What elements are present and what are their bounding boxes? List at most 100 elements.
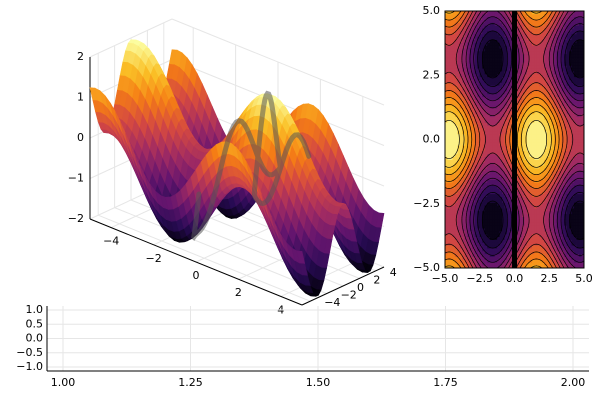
contour-cell bbox=[482, 230, 486, 235]
contour-cell bbox=[494, 128, 498, 132]
contour-cell bbox=[472, 70, 476, 75]
contour-cell bbox=[454, 70, 458, 75]
contour-cell bbox=[539, 142, 543, 146]
contour-cell bbox=[539, 88, 543, 92]
contour-cell bbox=[462, 42, 466, 46]
contour-cell bbox=[459, 128, 463, 132]
contour-cell bbox=[454, 16, 458, 20]
contour-cell bbox=[487, 136, 491, 140]
contour-cell bbox=[449, 130, 453, 135]
contour-cell bbox=[474, 25, 478, 29]
contour-cell bbox=[464, 153, 468, 158]
contour-cell bbox=[489, 62, 493, 66]
contour-cell bbox=[462, 73, 466, 78]
contour-cell bbox=[479, 156, 483, 160]
contour-cell bbox=[487, 33, 491, 38]
contour-cell bbox=[497, 22, 501, 26]
contour-cell bbox=[457, 59, 461, 63]
contour-cell bbox=[454, 210, 458, 215]
contour-cell bbox=[452, 145, 456, 149]
contour-cell bbox=[467, 222, 471, 226]
contour-cell bbox=[521, 142, 525, 146]
contour-cell bbox=[489, 39, 493, 43]
contour-cell bbox=[464, 108, 468, 112]
contour-cell bbox=[524, 168, 528, 172]
contour-cell bbox=[449, 230, 453, 235]
contour-cell bbox=[502, 30, 505, 35]
contour-cell bbox=[452, 179, 456, 183]
contour-cell bbox=[497, 230, 501, 235]
contour-cell bbox=[536, 128, 540, 132]
contour-cell bbox=[445, 222, 448, 226]
contour-cell bbox=[516, 90, 520, 95]
contour-cell bbox=[504, 11, 508, 15]
contour-cell bbox=[472, 196, 476, 200]
contour-cell bbox=[509, 196, 513, 200]
contour-cell bbox=[544, 122, 548, 126]
contour-cell bbox=[539, 228, 543, 232]
contour-cell bbox=[454, 245, 458, 249]
contour-cell bbox=[449, 76, 453, 80]
contour-cell bbox=[487, 59, 491, 63]
contour-cell bbox=[447, 156, 451, 160]
contour-cell bbox=[497, 170, 501, 175]
contour-cell bbox=[492, 105, 496, 109]
contour-cell bbox=[479, 230, 483, 235]
contour-cell bbox=[534, 62, 538, 66]
contour-cell bbox=[516, 85, 520, 89]
contour-cell bbox=[445, 19, 448, 23]
contour-cell bbox=[464, 73, 468, 78]
contour-cell bbox=[447, 11, 451, 15]
contour-cell bbox=[445, 30, 448, 35]
contour-cell bbox=[492, 108, 496, 112]
contour-cell bbox=[445, 79, 448, 83]
contour-cell bbox=[509, 96, 513, 100]
contour-cell bbox=[452, 250, 456, 255]
contour-cell bbox=[459, 173, 463, 178]
contour-cell bbox=[445, 213, 448, 217]
contour-cell bbox=[504, 30, 508, 35]
contour-cell bbox=[482, 145, 486, 149]
contour-cell bbox=[521, 36, 525, 40]
contour-cell bbox=[459, 76, 463, 80]
contour-cell bbox=[504, 265, 508, 268]
contour-cell bbox=[502, 248, 505, 252]
contour-cell bbox=[539, 150, 543, 155]
contour-cell bbox=[479, 110, 483, 115]
contour-cell bbox=[445, 128, 448, 132]
contour-cell bbox=[497, 59, 501, 63]
contour-cell bbox=[507, 250, 510, 255]
contour-cell bbox=[531, 116, 535, 120]
contour-cell bbox=[479, 196, 483, 200]
contour-cell bbox=[449, 176, 453, 180]
surface-axes bbox=[89, 57, 385, 306]
contour-cell bbox=[534, 196, 538, 200]
contour-cell bbox=[469, 122, 473, 126]
contour-cell bbox=[445, 108, 448, 112]
contour-cell bbox=[469, 162, 473, 166]
contour-cell bbox=[447, 90, 451, 95]
contour-cell bbox=[477, 188, 481, 192]
contour-cell bbox=[459, 85, 463, 89]
contour-cell bbox=[526, 233, 530, 237]
contour-cell bbox=[477, 102, 481, 106]
contour-cell bbox=[469, 85, 473, 89]
contour-cell bbox=[482, 222, 486, 226]
contour-cell bbox=[484, 196, 488, 200]
contour-cell bbox=[509, 245, 513, 249]
contour-cell bbox=[534, 190, 538, 195]
contour-cell bbox=[509, 119, 513, 123]
contour-cell bbox=[489, 236, 493, 240]
contour-cell bbox=[462, 165, 466, 169]
contour-cell bbox=[484, 205, 488, 209]
contour-cell bbox=[534, 30, 538, 35]
contour-cell bbox=[457, 116, 461, 120]
contour-cell bbox=[464, 122, 468, 126]
contour-cell bbox=[464, 139, 468, 143]
contour-cell bbox=[516, 68, 520, 72]
contour-cell bbox=[492, 230, 496, 235]
contour-cell bbox=[452, 196, 456, 200]
contour-cell bbox=[494, 65, 498, 69]
contour-cell bbox=[447, 216, 451, 220]
contour-cell bbox=[477, 205, 481, 209]
